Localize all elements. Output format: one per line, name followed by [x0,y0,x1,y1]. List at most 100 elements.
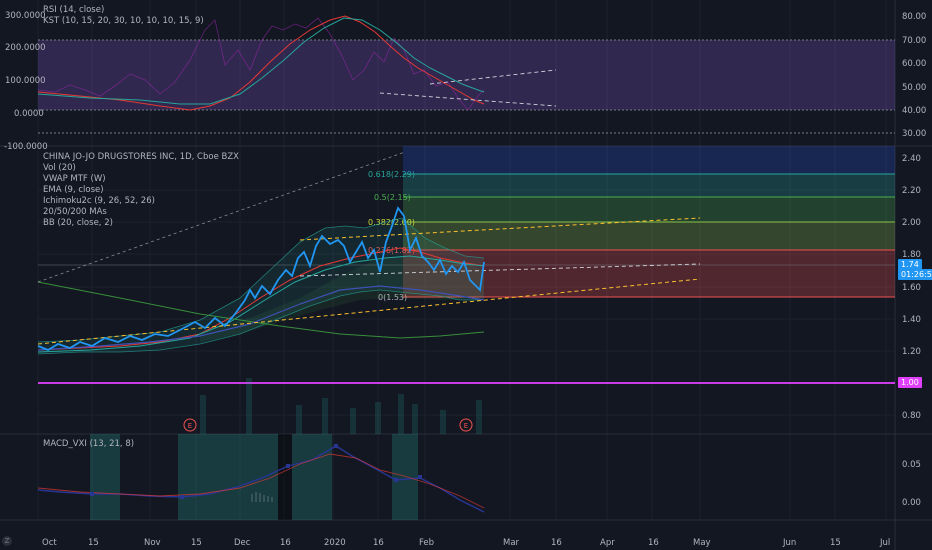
fib-label-0: 0(1.53) [378,293,407,302]
bb-legend[interactable]: BB (20, close, 2) [43,218,113,228]
fib-zone-blue [403,146,895,174]
countdown-badge: 01:26:50 [898,269,932,280]
macd-zone-2 [178,434,278,520]
earnings-letter: E [188,422,192,430]
vwap-legend[interactable]: VWAP MTF (W) [43,174,106,184]
level-badge: 1.00 [898,377,922,388]
svg-text:2.40: 2.40 [902,154,921,164]
fib-label-0236: 0.236(1.82) [368,246,415,255]
time-axis[interactable]: Oct 15 Nov 15 Dec 16 2020 16 Feb Mar 16 … [42,538,890,548]
bb-lower [37,289,484,355]
rsi-left-axis: 300.0000 200.0000 100.0000 0.0000 -100.0… [4,11,48,152]
fib-label-0382: 0.382(2.00) [368,218,415,227]
last-price-badge: 1.74 [898,259,922,270]
svg-text:16: 16 [373,538,384,548]
right-price-axis[interactable]: 80.00 70.00 60.00 50.00 40.00 30.00 2.40… [902,12,926,508]
svg-text:Oct: Oct [42,538,57,548]
macd-signal-line [37,453,485,509]
kst-signal-line [37,17,485,105]
svg-text:1.40: 1.40 [902,315,921,325]
svg-text:16: 16 [551,538,562,548]
price-pane[interactable] [37,151,895,384]
left-axis-label: -100.0000 [4,142,48,152]
trendline-yellow-upper [299,217,701,241]
trendline-white-long [37,151,406,283]
svg-text:80.00: 80.00 [902,12,926,22]
svg-text:15: 15 [191,538,202,548]
trendline-yellow-lower [37,278,701,345]
svg-text:16: 16 [280,538,291,548]
earnings-marker-1[interactable]: E [183,418,197,432]
rsi-band [38,40,895,110]
svg-text:Feb: Feb [419,538,434,548]
svg-text:50.00: 50.00 [902,83,926,93]
svg-text:Dec: Dec [234,538,251,548]
svg-text:2020: 2020 [324,538,346,548]
fib-zone-teal [403,174,895,197]
ichimoku-cloud [200,256,484,342]
mas-legend[interactable]: 20/50/200 MAs [43,207,107,217]
svg-text:Nov: Nov [144,538,161,548]
svg-text:60.00: 60.00 [902,59,926,69]
macd-zone-4 [392,434,418,520]
price-legend: CHINA JO-JO DRUGSTORES INC, 1D, Cboe BZX… [43,152,239,228]
left-axis-label: 100.0000 [5,76,46,86]
fib-label-0618: 0.618(2.29) [368,170,415,179]
svg-text:Jul: Jul [879,538,890,548]
macd-zone-3 [292,434,332,520]
symbol-title[interactable]: CHINA JO-JO DRUGSTORES INC, 1D, Cboe BZX [43,152,239,162]
svg-text:Apr: Apr [600,538,615,548]
earnings-marker-2[interactable]: E [459,418,473,432]
rsi-pane[interactable] [37,15,895,134]
svg-text:2.00: 2.00 [902,218,921,228]
svg-text:16: 16 [648,538,659,548]
svg-text:Jun: Jun [782,538,796,548]
macd-zone-1 [90,434,120,520]
left-axis-label: 0.0000 [14,109,44,119]
kst-line [37,15,485,111]
bb-upper [37,217,485,343]
fib-retracement[interactable]: 0.618(2.29) 0.5(2.15) 0.382(2.00) 0.236(… [368,146,895,302]
kst-legend-line[interactable]: KST (10, 15, 20, 30, 10, 10, 10, 15, 9) [43,16,204,26]
ichimoku-legend[interactable]: Ichimoku2c (9, 26, 52, 26) [43,196,155,206]
volume-bars [200,378,482,434]
macd-dark-zone [278,434,292,520]
fib-zone-olive [403,222,895,250]
rsi-trendline-up [429,69,557,85]
rsi-legend: RSI (14, close) KST (10, 15, 20, 30, 10,… [43,5,204,26]
svg-text:40.00: 40.00 [902,106,926,116]
left-axis-label: 300.0000 [5,11,46,21]
grid-lines [37,0,895,520]
svg-text:0.05: 0.05 [902,460,921,470]
svg-text:30.00: 30.00 [902,129,926,139]
fib-zone-green [403,197,895,222]
svg-text:1.60: 1.60 [902,283,921,293]
svg-text:70.00: 70.00 [902,36,926,46]
earnings-letter: E [464,422,468,430]
fib-label-05: 0.5(2.15) [374,193,411,202]
tradingview-logo-icon[interactable]: Z [2,536,12,546]
svg-text:May: May [693,538,711,548]
svg-text:15: 15 [830,538,841,548]
svg-text:1.80: 1.80 [902,250,921,260]
svg-text:Mar: Mar [503,538,520,548]
svg-text:0.00: 0.00 [902,498,921,508]
rsi-legend-line[interactable]: RSI (14, close) [43,5,104,15]
ema-legend[interactable]: EMA (9, close) [43,185,104,195]
left-axis-label: 200.0000 [5,43,46,53]
macd-histogram [251,492,273,502]
svg-text:15: 15 [88,538,99,548]
fib-zone-red [403,250,895,297]
svg-text:2.20: 2.20 [902,186,921,196]
svg-text:1.20: 1.20 [902,347,921,357]
macd-pane[interactable] [37,434,485,520]
vwap-line [37,285,485,351]
macd-legend[interactable]: MACD_VXI (13, 21, 8) [43,439,134,449]
ma-red [37,247,485,351]
rsi-trendline-down [379,92,557,107]
ma-200-green [37,281,485,339]
vol-legend[interactable]: Vol (20) [43,163,76,173]
trendline-white-short [299,263,701,277]
